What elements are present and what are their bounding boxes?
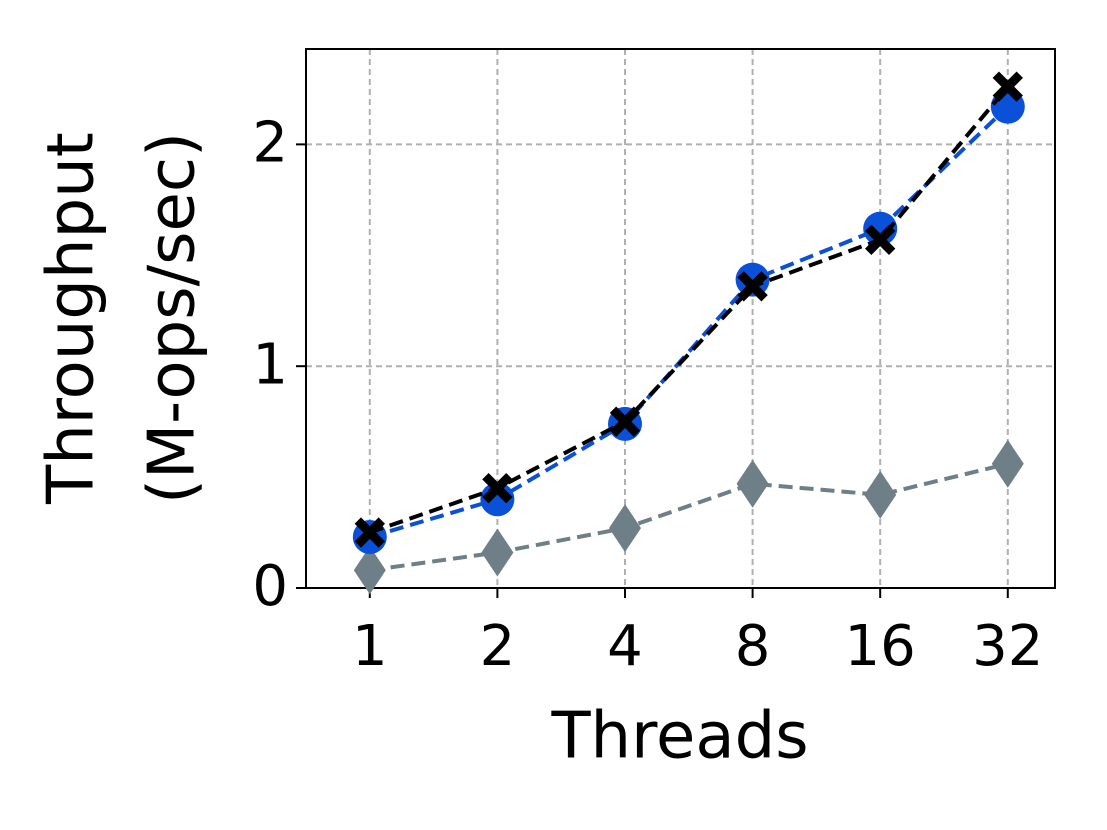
point bbox=[992, 71, 1023, 102]
y-axis-label: Throughput bbox=[35, 132, 109, 505]
point bbox=[481, 528, 514, 577]
point bbox=[736, 459, 769, 508]
x-tick-label: 4 bbox=[607, 614, 643, 679]
series-line bbox=[369, 461, 1009, 573]
x-tick-label: 16 bbox=[845, 614, 916, 679]
y-tick-label: 2 bbox=[252, 111, 288, 176]
y-tick-label: 1 bbox=[252, 332, 288, 397]
series-line bbox=[369, 85, 1010, 535]
point bbox=[609, 406, 641, 437]
x-tick-label: 1 bbox=[352, 614, 388, 679]
point bbox=[737, 271, 768, 302]
x-tick-label: 2 bbox=[480, 614, 516, 679]
x-tick-label: 8 bbox=[735, 614, 771, 679]
plot-frame bbox=[305, 48, 1056, 589]
point bbox=[865, 224, 896, 255]
y-axis-label: (M-ops/sec) bbox=[136, 132, 210, 504]
point bbox=[735, 262, 770, 297]
x-tick-label: 32 bbox=[972, 614, 1043, 679]
x-axis-label: Threads bbox=[550, 700, 808, 774]
series-line bbox=[369, 105, 1010, 539]
y-tick-label: 0 bbox=[252, 554, 288, 619]
point bbox=[608, 504, 641, 553]
point bbox=[354, 517, 385, 548]
point bbox=[482, 473, 513, 504]
point bbox=[864, 470, 897, 519]
point bbox=[353, 546, 386, 595]
point bbox=[991, 439, 1024, 488]
